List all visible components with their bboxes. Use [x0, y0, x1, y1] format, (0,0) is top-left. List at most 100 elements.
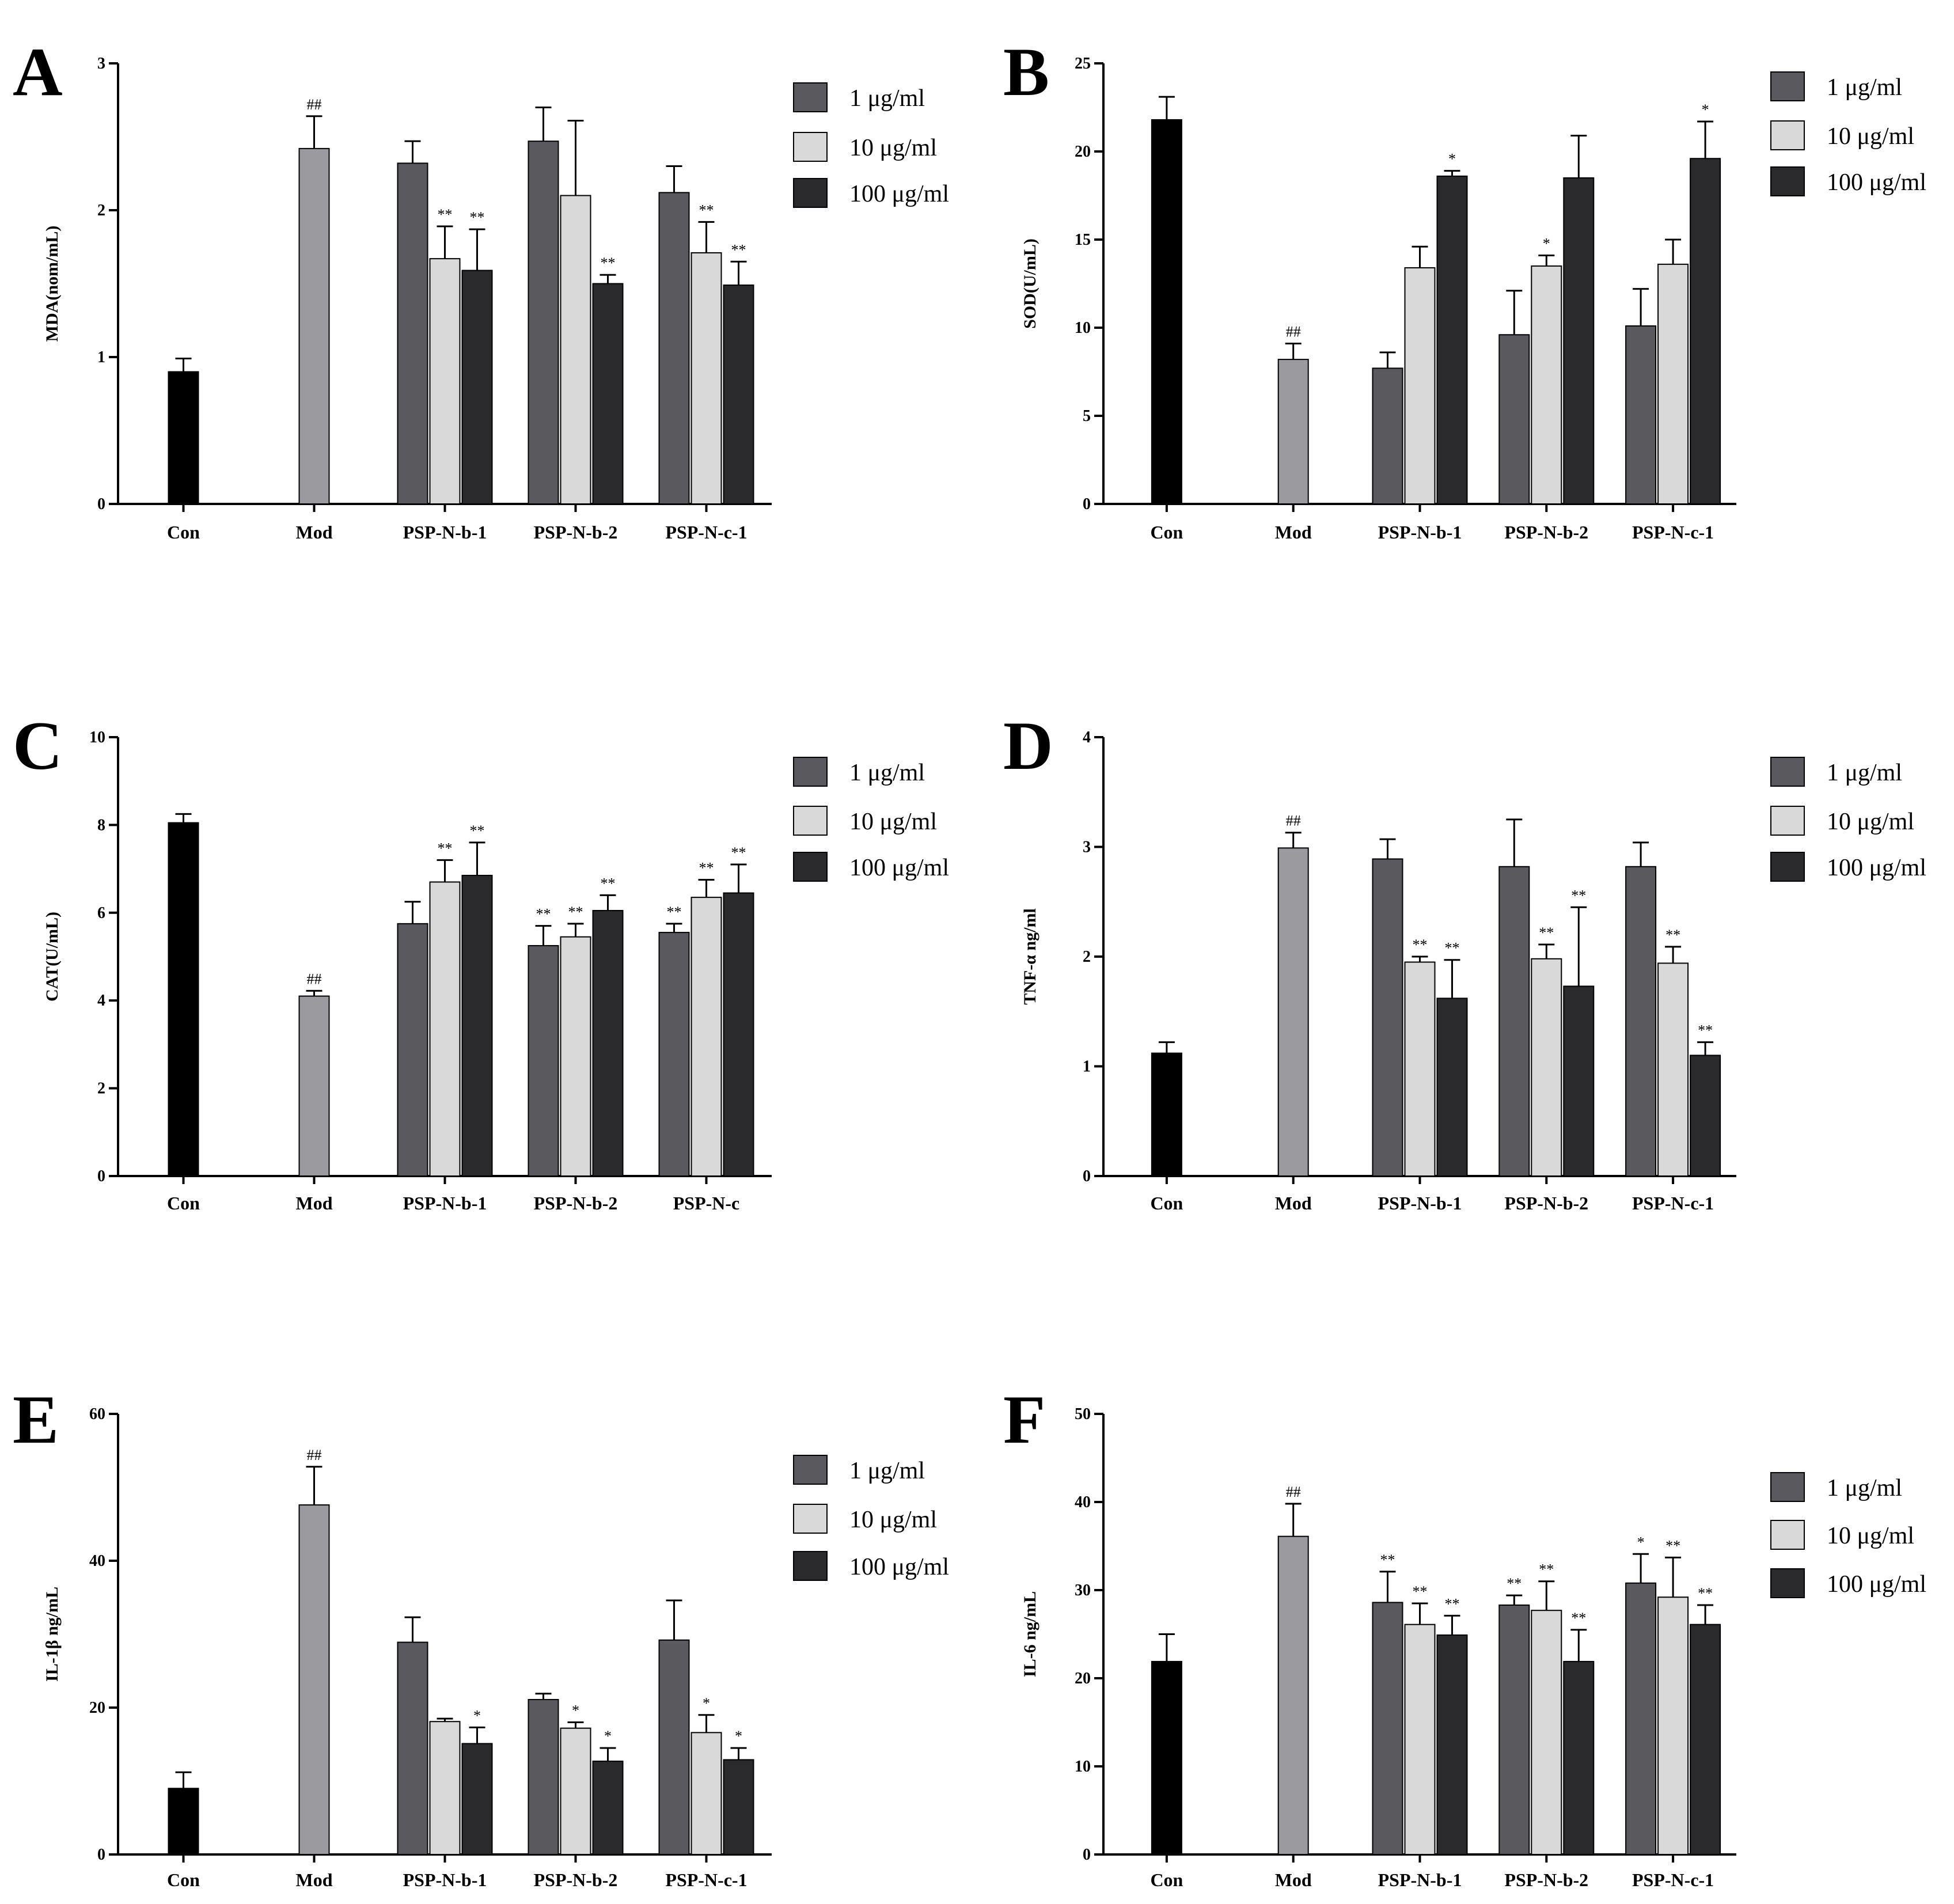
bar-dose-2 [429, 881, 461, 1177]
significance-marker: ** [1539, 924, 1554, 941]
bar-model [298, 1504, 330, 1856]
x-category-label: Con [1150, 522, 1183, 543]
significance-marker: * [604, 1728, 612, 1744]
bar-dose-2 [1404, 1624, 1436, 1855]
significance-marker: ** [470, 822, 485, 839]
bar-model [298, 995, 330, 1177]
bar-dose-3 [1690, 158, 1721, 505]
bar-dose-2 [690, 1732, 722, 1856]
bar-dose-3 [461, 270, 493, 505]
x-category-label: PSP-N-b-1 [1378, 522, 1462, 543]
bar-dose-1 [1372, 367, 1403, 505]
significance-marker: ** [1539, 1561, 1554, 1578]
bar-dose-1 [1372, 1602, 1403, 1855]
x-category-label: Con [167, 1869, 200, 1890]
legend-swatch [793, 178, 828, 208]
panel-letter: E [13, 1381, 59, 1458]
bar-dose-2 [1404, 961, 1436, 1177]
bar-dose-3 [1563, 1660, 1595, 1855]
legend-swatch [1770, 71, 1805, 101]
significance-marker: ** [601, 255, 616, 271]
bar-dose-1 [528, 945, 559, 1177]
y-tick-label: 2 [97, 1080, 105, 1098]
bar-dose-2 [1657, 1596, 1689, 1855]
significance-marker: ## [307, 96, 322, 113]
significance-marker: ** [1413, 1583, 1428, 1600]
significance-marker: ** [470, 209, 485, 226]
y-axis-title: IL-6 ng/mL [1020, 1591, 1039, 1677]
bar-dose-1 [528, 141, 559, 505]
significance-marker: * [1543, 236, 1550, 252]
significance-marker: * [1637, 1534, 1645, 1550]
significance-marker: ** [699, 202, 714, 218]
bar-dose-1 [1498, 1605, 1530, 1855]
bar-model [1277, 359, 1309, 505]
y-tick-label: 40 [89, 1552, 105, 1570]
x-category-label: PSP-N-b-1 [1378, 1869, 1462, 1890]
significance-marker: * [1448, 151, 1456, 168]
y-tick-label: 3 [97, 55, 105, 73]
bar-dose-2 [1531, 265, 1562, 505]
significance-marker: ** [1380, 1552, 1395, 1568]
legend-swatch [1770, 852, 1805, 882]
significance-marker: ** [438, 206, 453, 223]
significance-marker: ** [1571, 887, 1586, 904]
bar-dose-3 [723, 892, 754, 1177]
significance-marker: ** [1413, 936, 1428, 953]
legend-label: 100 μg/ml [1827, 1571, 1926, 1598]
bar-control [168, 371, 199, 505]
bar-model [298, 147, 330, 505]
bar-dose-2 [1404, 267, 1436, 505]
panel-F: F 0 10 20 30 40 50 IL-6 ng/mL Con Mod PSP-N-b-1 PSP… [1003, 1381, 1926, 1890]
panel-letter: A [13, 33, 63, 110]
bar-dose-2 [429, 1721, 461, 1856]
legend-swatch [793, 1455, 828, 1485]
bar-dose-2 [429, 258, 461, 505]
legend-swatch [793, 757, 828, 787]
y-tick-label: 20 [1075, 1670, 1091, 1687]
x-category-label: Mod [1275, 1193, 1312, 1213]
significance-marker: ## [307, 970, 322, 987]
x-category-label: PSP-N-b-2 [1504, 1869, 1588, 1890]
legend-label: 100 μg/ml [849, 1554, 949, 1580]
bar-control [1151, 1052, 1182, 1177]
bar-dose-1 [1625, 866, 1657, 1177]
y-axis-title: IL-1β ng/mL [43, 1587, 62, 1682]
bar-dose-2 [1531, 1610, 1562, 1855]
y-tick-label: 6 [97, 904, 105, 922]
significance-marker: ** [1445, 940, 1460, 957]
x-category-label: Con [1150, 1869, 1183, 1890]
legend-label: 1 μg/ml [849, 85, 925, 112]
panel-C: C 0 2 4 6 8 10 CAT(U/mL) Con Mod PSP-N-b-1 PSP-N-b-… [13, 707, 949, 1213]
panel-A: A 0 1 2 3 MDA(nom/mL) Con Mod PSP-N-b-1 PSP-N-b-2… [13, 33, 949, 543]
y-tick-label: 4 [97, 992, 105, 1010]
y-tick-label: 5 [1083, 407, 1091, 425]
bar-dose-3 [461, 875, 493, 1177]
bar-dose-1 [397, 1641, 428, 1855]
bar-control [168, 1788, 199, 1855]
bar-dose-2 [560, 1727, 591, 1855]
panel-D: D 0 1 2 3 4 TNF-α ng/ml Con Mod PSP-N-b-1 PSP-N-b-… [1003, 707, 1926, 1213]
bar-dose-3 [592, 283, 624, 505]
panel-letter: C [13, 707, 63, 784]
x-category-label: PSP-N-c-1 [1632, 1193, 1714, 1213]
legend-label: 1 μg/ml [849, 1458, 925, 1484]
bar-dose-3 [1690, 1624, 1721, 1855]
legend-swatch [793, 1504, 828, 1534]
bar-dose-3 [723, 285, 754, 505]
legend-swatch [793, 82, 828, 112]
legend-swatch [1770, 120, 1805, 150]
x-category-label: PSP-N-b-2 [534, 1193, 618, 1213]
significance-marker: ## [307, 1447, 322, 1463]
x-category-label: PSP-N-c-1 [665, 522, 747, 543]
significance-marker: ** [536, 906, 551, 923]
bar-model [1277, 1535, 1309, 1855]
legend-label: 10 μg/ml [849, 1507, 937, 1533]
y-tick-label: 0 [1083, 1167, 1091, 1185]
significance-marker: ** [1665, 927, 1680, 943]
significance-marker: ## [1286, 324, 1301, 340]
bar-dose-3 [1563, 177, 1595, 505]
x-category-label: PSP-N-c-1 [1632, 1869, 1714, 1890]
legend-label: 1 μg/ml [1827, 1475, 1902, 1501]
